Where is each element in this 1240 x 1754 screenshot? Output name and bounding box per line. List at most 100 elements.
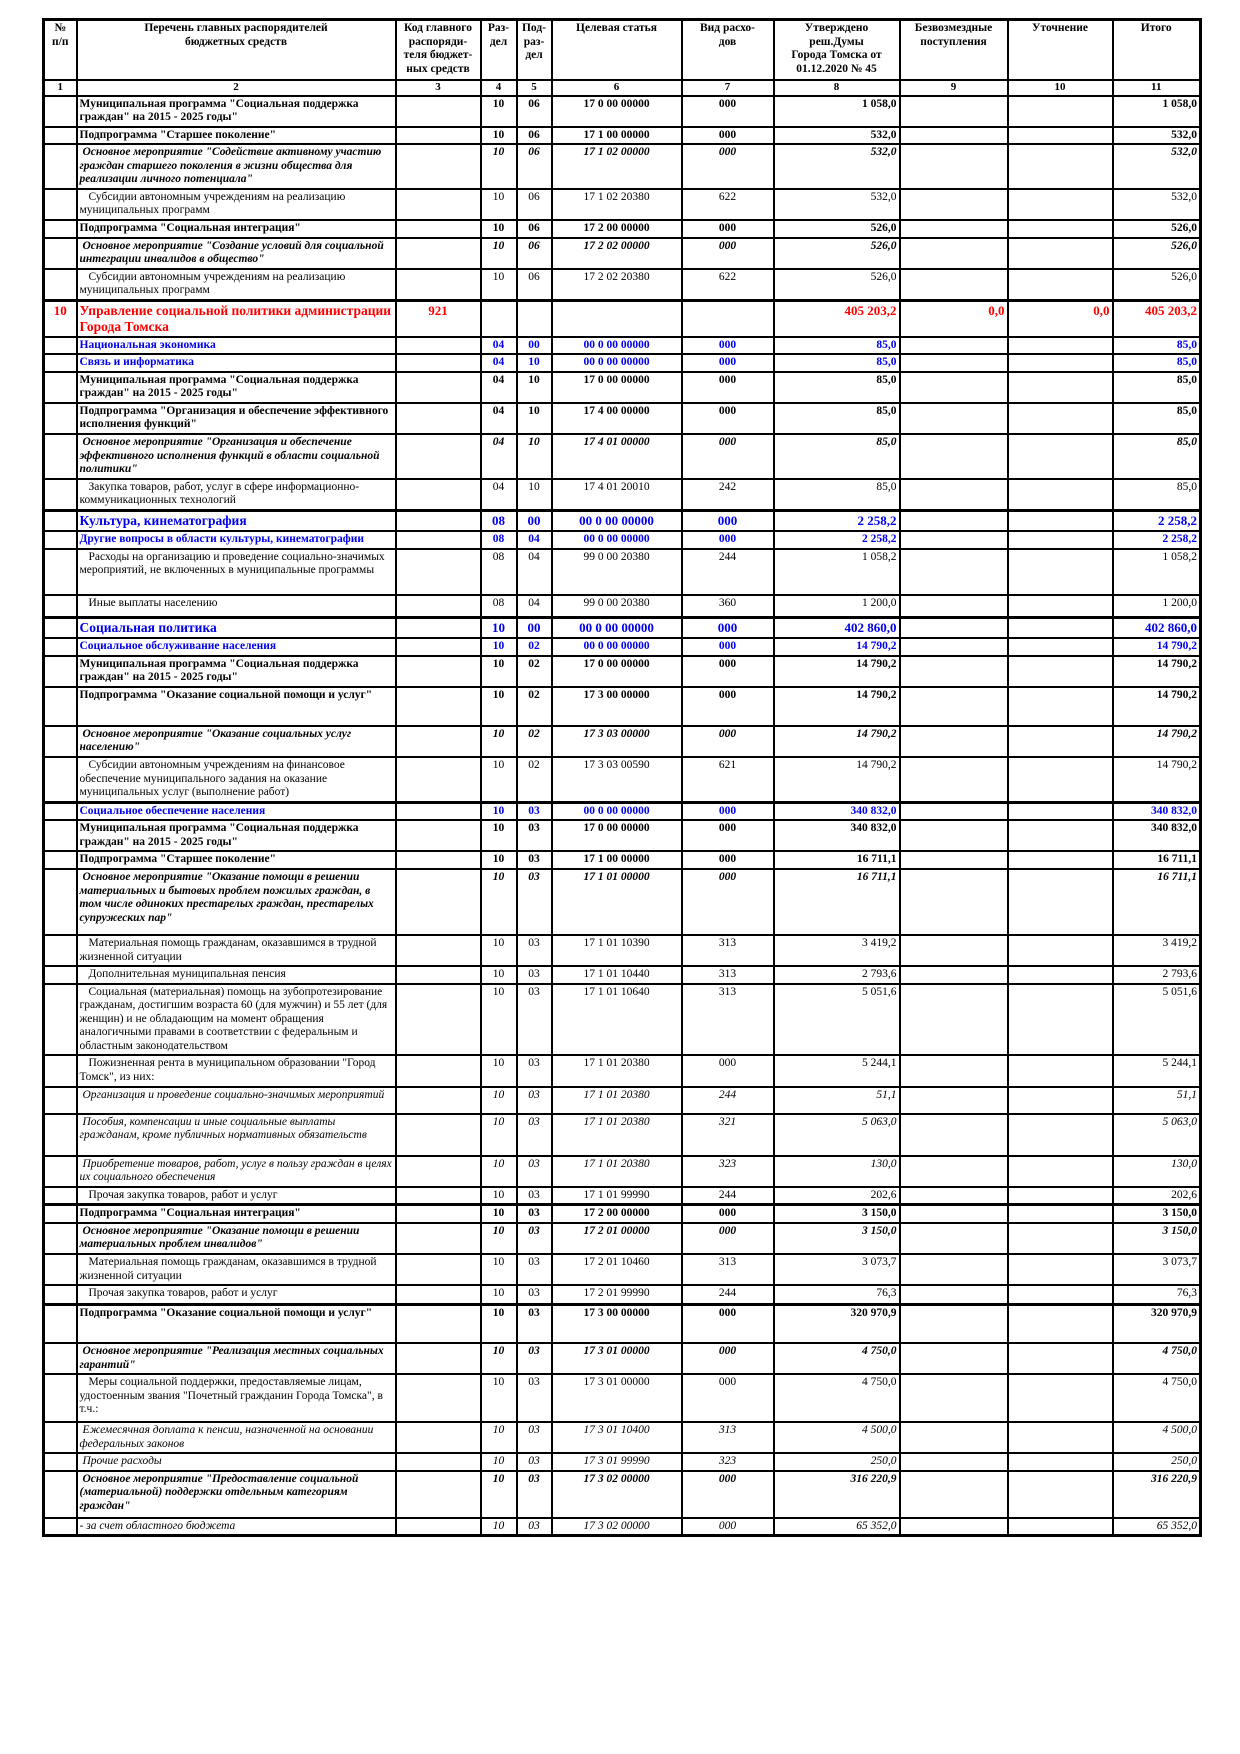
cell-adjust — [1006, 508, 1114, 532]
cell-code — [394, 433, 482, 480]
cell-razdel — [479, 298, 518, 338]
cell-num — [42, 353, 78, 373]
cell-grants — [898, 433, 1009, 480]
cell-num — [42, 685, 78, 727]
table-row: Приобретение товаров, работ, услуг в пол… — [42, 1154, 1202, 1188]
cell-num — [42, 724, 78, 759]
cell-podrazdel: 03 — [515, 1112, 553, 1157]
cell-approved: 405 203,2 — [772, 298, 901, 338]
cell-code — [394, 982, 482, 1057]
cell-name: Подпрограмма "Социальная интеграция" — [75, 219, 397, 239]
cell-target: 99 0 00 20380 — [550, 593, 683, 619]
cell-code — [394, 850, 482, 870]
cell-adjust — [1006, 800, 1114, 822]
table-row: Прочая закупка товаров, работ и услуг 10 0… — [42, 1185, 1202, 1206]
cell-code — [394, 187, 482, 222]
cell-total: 76,3 — [1111, 1284, 1202, 1306]
cell-grants — [898, 477, 1009, 512]
cell-num — [42, 850, 78, 870]
table-row: Муниципальная программа "Социальная подд… — [42, 370, 1202, 404]
header-label-col-8: Утверждено реш.Думы Города Томска от 01.… — [772, 18, 901, 81]
cell-num — [42, 1112, 78, 1157]
cell-grants — [898, 370, 1009, 404]
cell-code — [394, 1342, 482, 1376]
cell-target: 00 0 00 00000 — [550, 800, 683, 822]
cell-approved: 85,0 — [772, 477, 901, 512]
cell-approved: 14 790,2 — [772, 685, 901, 727]
cell-podrazdel: 10 — [515, 353, 553, 373]
table-row: Подпрограмма "Старшее поколение" 10 06 17 1… — [42, 125, 1202, 146]
cell-adjust — [1006, 370, 1114, 404]
cell-podrazdel: 03 — [515, 965, 553, 985]
cell-razdel: 10 — [479, 125, 518, 146]
cell-num — [42, 547, 78, 596]
cell-approved: 1 200,0 — [772, 593, 901, 619]
cell-razdel: 10 — [479, 1373, 518, 1424]
header-label-col-5: Под- раз- дел — [515, 18, 553, 81]
header-number-col-9: 9 — [898, 78, 1009, 97]
cell-razdel: 04 — [479, 477, 518, 512]
cell-total: 1 058,0 — [1111, 94, 1202, 128]
table-row: Субсидии автономным учреждениям на реали… — [42, 187, 1202, 222]
cell-vid: 313 — [680, 933, 775, 968]
cell-vid: 000 — [680, 800, 775, 822]
cell-total: 340 832,0 — [1111, 800, 1202, 822]
table-row: Основное мероприятие "Организация и обес… — [42, 433, 1202, 480]
cell-approved: 402 860,0 — [772, 616, 901, 640]
cell-razdel: 10 — [479, 637, 518, 657]
table-row: Меры социальной поддержки, предоставляем… — [42, 1373, 1202, 1424]
table-row: Прочая закупка товаров, работ и услуг 10 0… — [42, 1284, 1202, 1306]
table-row: Социальная (материальная) помощь на зубо… — [42, 982, 1202, 1057]
cell-razdel: 10 — [479, 724, 518, 759]
cell-approved: 532,0 — [772, 125, 901, 146]
cell-razdel: 10 — [479, 965, 518, 985]
table-row: Ежемесячная доплата к пенсии, назначенно… — [42, 1421, 1202, 1455]
cell-code — [394, 933, 482, 968]
cell-num — [42, 125, 78, 146]
cell-approved: 65 352,0 — [772, 1516, 901, 1537]
cell-vid: 000 — [680, 1373, 775, 1424]
cell-podrazdel: 03 — [515, 850, 553, 870]
cell-code — [394, 1203, 482, 1224]
cell-total: 526,0 — [1111, 236, 1202, 270]
cell-approved: 532,0 — [772, 187, 901, 222]
cell-vid: 244 — [680, 1185, 775, 1206]
cell-total: 14 790,2 — [1111, 654, 1202, 688]
cell-name: Муниципальная программа "Социальная подд… — [75, 654, 397, 688]
cell-vid: 000 — [680, 508, 775, 532]
cell-target: 17 1 01 10440 — [550, 965, 683, 985]
cell-podrazdel: 03 — [515, 1421, 553, 1455]
cell-razdel: 10 — [479, 1154, 518, 1188]
cell-target: 17 1 02 00000 — [550, 143, 683, 190]
table-row: Подпрограмма "Оказание социальной помощи… — [42, 1302, 1202, 1345]
table-row: Расходы на организацию и проведение соци… — [42, 547, 1202, 596]
cell-target: 17 4 00 00000 — [550, 401, 683, 436]
cell-total: 85,0 — [1111, 370, 1202, 404]
cell-vid: 000 — [680, 867, 775, 936]
cell-name: Приобретение товаров, работ, услуг в пол… — [75, 1154, 397, 1188]
cell-target: 17 1 02 20380 — [550, 187, 683, 222]
cell-grants — [898, 187, 1009, 222]
cell-target: 17 2 02 00000 — [550, 236, 683, 270]
cell-code — [394, 1373, 482, 1424]
cell-num — [42, 654, 78, 688]
header-number-row: 1 2 3 4 5 6 7 8 9 10 11 — [42, 78, 1202, 97]
header-label-col-1: № п/п — [42, 18, 78, 81]
cell-name: Основное мероприятие "Организация и обес… — [75, 433, 397, 480]
cell-approved: 16 711,1 — [772, 850, 901, 870]
cell-razdel: 10 — [479, 800, 518, 822]
table-row: Основное мероприятие "Оказание социальны… — [42, 724, 1202, 759]
cell-name: Муниципальная программа "Социальная подд… — [75, 370, 397, 404]
cell-podrazdel: 03 — [515, 1452, 553, 1472]
cell-grants — [898, 125, 1009, 146]
header-number-col-11: 11 — [1111, 78, 1202, 97]
cell-code — [394, 965, 482, 985]
cell-razdel: 10 — [479, 143, 518, 190]
cell-adjust — [1006, 143, 1114, 190]
cell-name: Культура, кинематография — [75, 508, 397, 532]
cell-podrazdel: 00 — [515, 616, 553, 640]
cell-name: Прочая закупка товаров, работ и услуг — [75, 1185, 397, 1206]
cell-vid: 000 — [680, 353, 775, 373]
cell-vid: 000 — [680, 94, 775, 128]
cell-name: Социальное обслуживание населения — [75, 637, 397, 657]
